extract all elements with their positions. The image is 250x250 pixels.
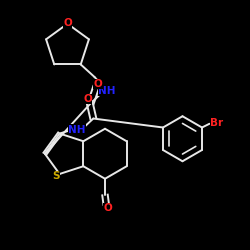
Text: O: O: [83, 94, 92, 104]
Text: O: O: [94, 79, 102, 89]
Text: NH: NH: [98, 86, 116, 96]
Text: O: O: [103, 203, 112, 213]
Text: O: O: [63, 18, 72, 28]
Text: Br: Br: [210, 118, 223, 128]
Text: NH: NH: [68, 125, 86, 135]
Text: S: S: [52, 171, 60, 181]
